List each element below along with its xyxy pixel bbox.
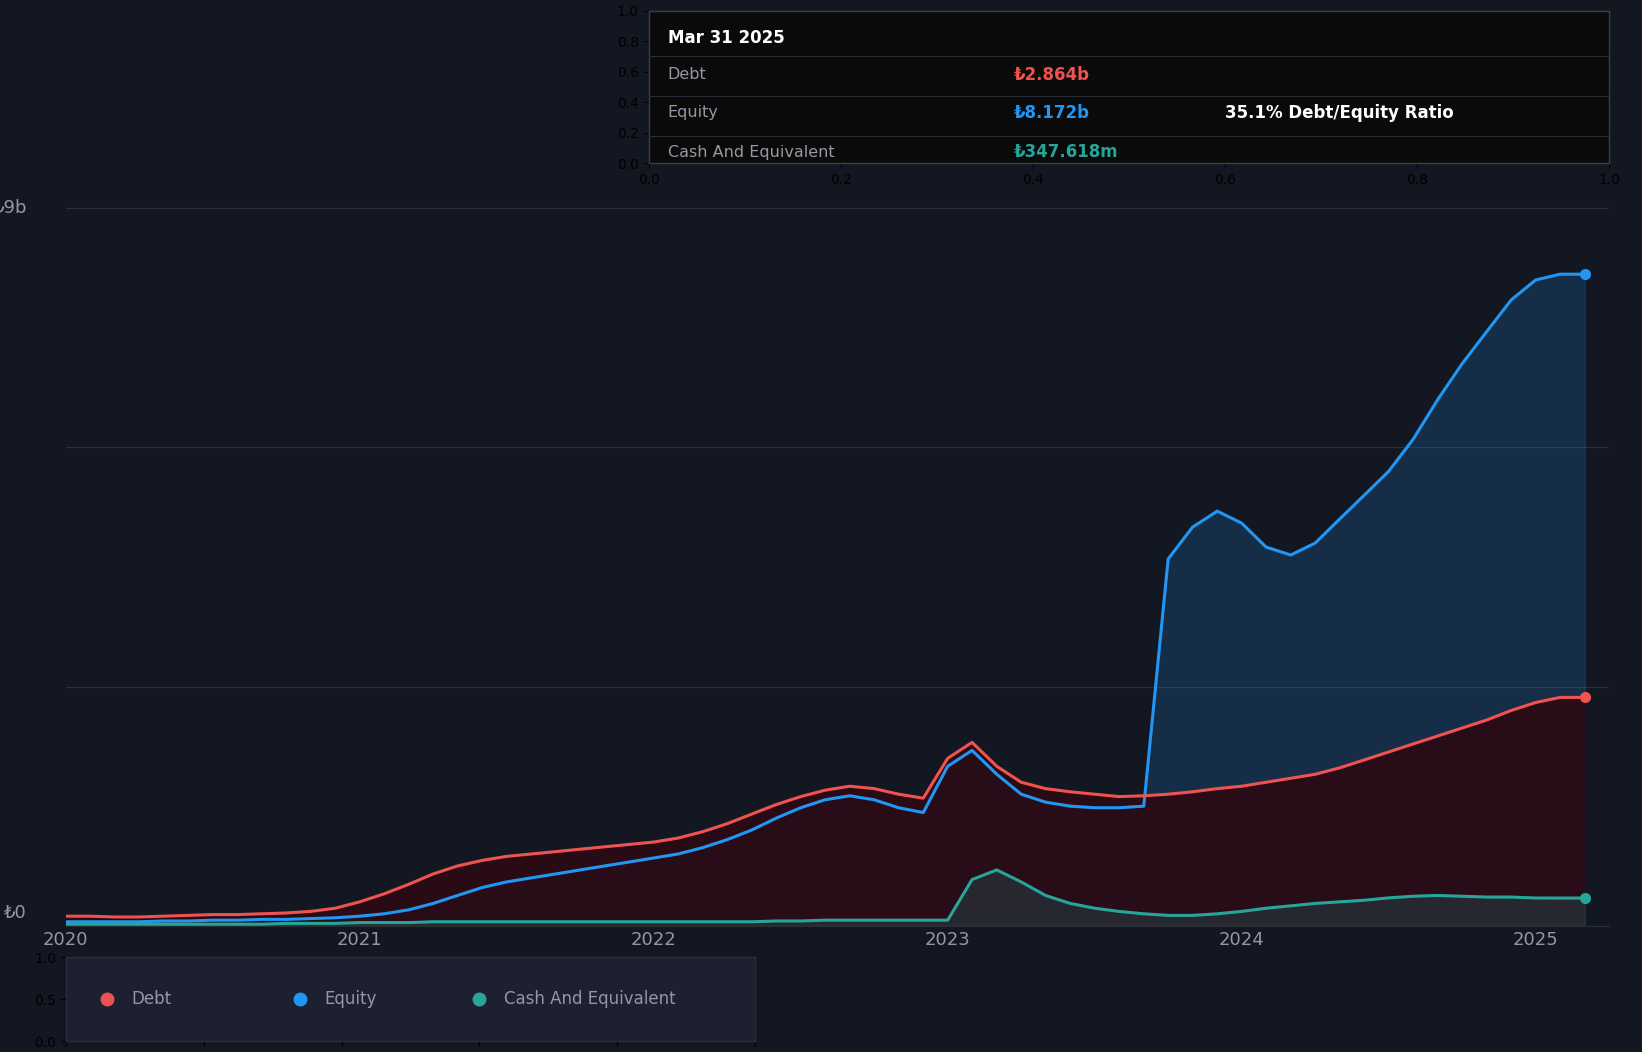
Text: ₺347.618m: ₺347.618m <box>1013 143 1118 161</box>
Text: ₺8.172b: ₺8.172b <box>1013 104 1090 122</box>
Text: Equity: Equity <box>325 990 376 1009</box>
Text: Cash And Equivalent: Cash And Equivalent <box>504 990 675 1009</box>
Text: ₺0: ₺0 <box>5 904 26 922</box>
Text: Mar 31 2025: Mar 31 2025 <box>668 29 785 47</box>
Text: Equity: Equity <box>668 105 719 120</box>
Text: Cash And Equivalent: Cash And Equivalent <box>668 145 834 160</box>
Text: 35.1% Debt/Equity Ratio: 35.1% Debt/Equity Ratio <box>1225 104 1453 122</box>
Text: ₺9b: ₺9b <box>0 199 26 217</box>
Text: Debt: Debt <box>668 67 706 82</box>
Text: Debt: Debt <box>131 990 171 1009</box>
Text: ₺2.864b: ₺2.864b <box>1013 65 1090 83</box>
